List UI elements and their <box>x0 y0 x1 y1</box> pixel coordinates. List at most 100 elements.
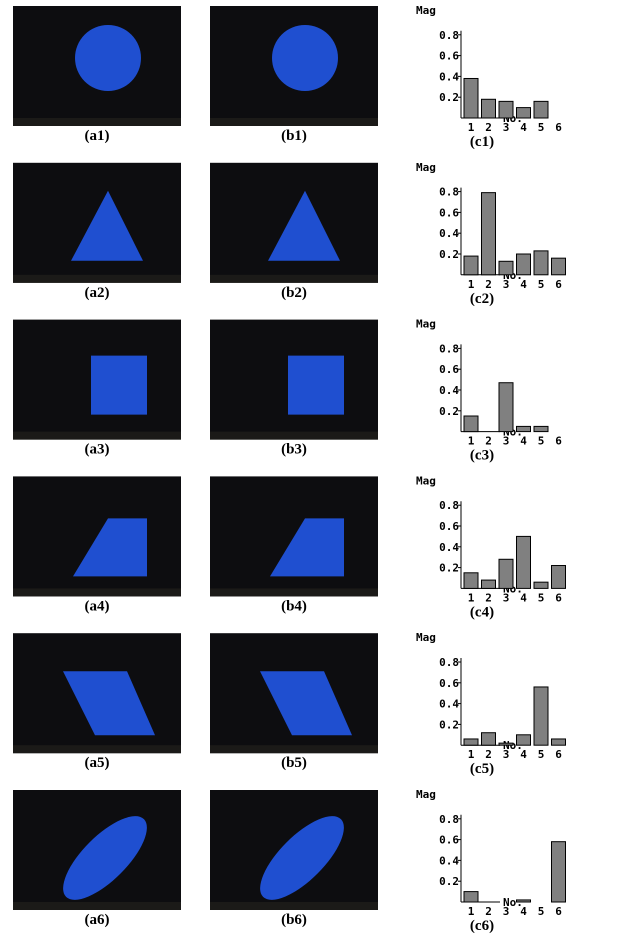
y-axis-label: Mag <box>416 4 436 17</box>
bar <box>464 78 478 118</box>
x-tick-label: 2 <box>485 278 492 291</box>
photo-background <box>13 476 181 596</box>
floor <box>210 745 378 753</box>
y-tick-label: 0.8 <box>439 186 459 199</box>
y-tick-label: 0.2 <box>439 91 459 104</box>
chart-caption: (c6) <box>470 918 494 934</box>
x-tick-label: 1 <box>468 905 475 918</box>
photo-caption: (b4) <box>281 598 307 614</box>
bar <box>517 536 531 588</box>
y-tick-label: 0.4 <box>439 70 459 83</box>
circle-shape <box>75 25 141 91</box>
y-axis-label: Mag <box>416 788 436 801</box>
y-tick-label: 0.2 <box>439 875 459 888</box>
photo-caption: (b6) <box>281 912 307 928</box>
floor <box>210 588 378 596</box>
y-tick-label: 0.6 <box>439 206 459 219</box>
floor <box>13 275 181 283</box>
y-tick-label: 0.8 <box>439 656 459 669</box>
x-tick-label: 4 <box>520 435 527 448</box>
x-tick-label: 2 <box>485 591 492 604</box>
x-tick-label: 5 <box>538 591 545 604</box>
bar <box>464 739 478 745</box>
x-tick-label: 6 <box>555 905 562 918</box>
bar <box>517 735 531 745</box>
y-tick-label: 0.8 <box>439 499 459 512</box>
photo <box>13 6 181 126</box>
photo-caption: (a2) <box>85 285 110 301</box>
photo-caption: (b3) <box>281 442 307 458</box>
y-tick-label: 0.4 <box>439 227 459 240</box>
x-tick-label: 1 <box>468 278 475 291</box>
y-tick-label: 0.6 <box>439 677 459 690</box>
x-tick-label: 4 <box>520 905 527 918</box>
y-tick-label: 0.6 <box>439 363 459 376</box>
bar <box>552 258 566 275</box>
photo-caption: (a3) <box>85 442 110 458</box>
bar <box>534 582 548 588</box>
x-tick-label: 6 <box>555 278 562 291</box>
x-tick-label: 5 <box>538 121 545 134</box>
bar <box>534 426 548 431</box>
photo-caption: (b2) <box>281 285 307 301</box>
floor <box>210 275 378 283</box>
chart-caption: (c2) <box>470 291 494 307</box>
bar <box>482 193 496 275</box>
bar <box>534 687 548 745</box>
x-tick-label: 5 <box>538 278 545 291</box>
x-tick-label: 5 <box>538 435 545 448</box>
x-tick-label: 3 <box>503 591 510 604</box>
photo <box>210 163 378 283</box>
chart-caption: (c1) <box>470 134 494 150</box>
photo <box>13 163 181 283</box>
x-tick-label: 2 <box>485 435 492 448</box>
y-tick-label: 0.6 <box>439 50 459 63</box>
bar <box>482 99 496 118</box>
x-tick-label: 2 <box>485 748 492 761</box>
bar <box>534 251 548 275</box>
floor <box>13 588 181 596</box>
y-tick-label: 0.2 <box>439 248 459 261</box>
bar <box>517 108 531 118</box>
floor <box>210 118 378 126</box>
x-tick-label: 6 <box>555 121 562 134</box>
y-tick-label: 0.4 <box>439 541 459 554</box>
y-axis-label: Mag <box>416 474 436 487</box>
floor <box>210 902 378 910</box>
y-tick-label: 0.8 <box>439 813 459 826</box>
x-tick-label: 6 <box>555 748 562 761</box>
y-tick-label: 0.4 <box>439 384 459 397</box>
x-tick-label: 4 <box>520 748 527 761</box>
x-tick-label: 1 <box>468 748 475 761</box>
floor <box>13 745 181 753</box>
photo <box>13 476 181 596</box>
x-tick-label: 3 <box>503 435 510 448</box>
y-axis-label: Mag <box>416 318 436 331</box>
figure: (a1)(b1)(a2)(b2)(a3)(b3)(a4)(b4)(a5)(b5)… <box>0 0 629 946</box>
square-shape <box>91 356 147 415</box>
y-axis-label: Mag <box>416 631 436 644</box>
square-shape <box>288 356 344 415</box>
chart-caption: (c4) <box>470 604 494 620</box>
photo <box>13 633 181 753</box>
bar <box>464 573 478 589</box>
photo <box>210 790 378 912</box>
y-tick-label: 0.6 <box>439 834 459 847</box>
photo-caption: (a6) <box>85 912 110 928</box>
floor <box>13 432 181 440</box>
photo <box>210 476 378 596</box>
photo <box>210 6 378 126</box>
x-tick-label: 1 <box>468 435 475 448</box>
photo <box>210 320 378 440</box>
x-tick-label: 3 <box>503 905 510 918</box>
x-tick-label: 6 <box>555 435 562 448</box>
y-tick-label: 0.2 <box>439 405 459 418</box>
photo-caption: (a5) <box>85 755 110 771</box>
y-tick-label: 0.2 <box>439 562 459 575</box>
x-tick-label: 1 <box>468 591 475 604</box>
bar <box>517 900 531 902</box>
photo-caption: (b5) <box>281 755 307 771</box>
bar <box>499 559 513 588</box>
bar <box>552 739 566 745</box>
x-tick-label: 5 <box>538 905 545 918</box>
